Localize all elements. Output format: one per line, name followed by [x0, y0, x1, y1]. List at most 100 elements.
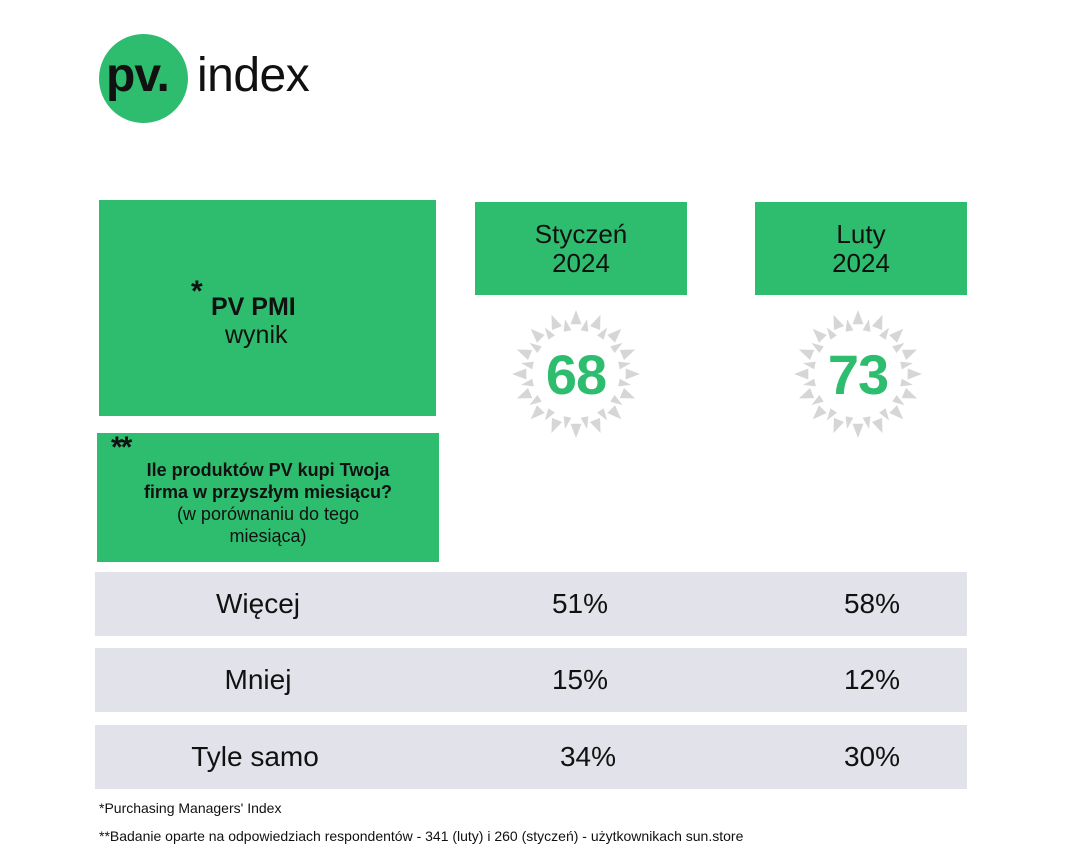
sunburst-ray: [521, 361, 534, 370]
footnote-pmi: *Purchasing Managers' Index: [99, 800, 282, 816]
value-february: 30%: [843, 741, 901, 772]
sunburst-ray: [516, 349, 533, 361]
sunburst-ray: [900, 361, 913, 370]
sunburst-ray: [862, 416, 871, 429]
sunburst-ray: [551, 314, 563, 331]
question-line-1: Ile produktów PV kupi Twoja: [146, 460, 390, 480]
sunburst-ray: [521, 378, 534, 387]
sunburst-ray: [833, 314, 845, 331]
sunburst-ray: [879, 408, 890, 421]
table-row: Więcej 51% 58%: [95, 572, 967, 636]
pmi-label-box: [99, 200, 436, 416]
sunburst-ray: [618, 378, 631, 387]
sunburst-ray: [625, 368, 640, 380]
table-row: Mniej 15% 12%: [95, 648, 967, 712]
sunburst-ray: [563, 319, 572, 332]
sunburst-ray: [811, 342, 824, 353]
sunburst-ray: [907, 368, 922, 380]
sunburst-ray: [580, 416, 589, 429]
sunburst-ray: [516, 387, 533, 399]
sunburst-icon: [794, 310, 922, 438]
sunburst-ray: [597, 408, 608, 421]
sunburst-ray: [580, 319, 589, 332]
sunburst-ray: [871, 417, 883, 434]
sunburst-ray: [544, 327, 555, 340]
question-asterisks: **: [111, 431, 132, 464]
sunburst-ray: [798, 349, 815, 361]
row-label: Więcej: [215, 588, 300, 619]
sunburst-ray: [812, 328, 827, 343]
pmi-asterisk: *: [191, 275, 203, 308]
sunburst-ray: [607, 328, 622, 343]
question-note-2: miesiąca): [229, 526, 307, 546]
score-value: 73: [827, 342, 889, 406]
sunburst-ray: [803, 361, 816, 370]
sunburst-ray: [607, 405, 622, 420]
sunburst-ray: [597, 327, 608, 340]
sunburst-ray: [845, 416, 854, 429]
sunburst-ray: [529, 395, 542, 406]
sunburst-ray: [619, 387, 636, 399]
value-january: 34%: [559, 741, 617, 772]
sunburst-ray: [798, 387, 815, 399]
month-header-january: Styczeń 2024: [475, 202, 687, 295]
sunburst-ray: [852, 423, 864, 438]
logo-prefix: pv.: [106, 49, 170, 102]
pmi-subtitle: wynik: [225, 321, 288, 349]
sunburst-ray: [833, 417, 845, 434]
score-badge-february: 73: [793, 309, 923, 439]
logo-suffix: index: [197, 49, 310, 102]
sunburst-ray: [551, 417, 563, 434]
question-text: Ile produktów PV kupi Twoja firma w przy…: [97, 459, 439, 547]
sunburst-ray: [892, 342, 905, 353]
sunburst-ray: [794, 368, 809, 380]
sunburst-icon: [512, 310, 640, 438]
score-value: 68: [545, 342, 607, 406]
value-february: 58%: [843, 588, 901, 619]
sunburst-ray: [811, 395, 824, 406]
row-label: Mniej: [224, 664, 292, 695]
month-header-february: Luty 2024: [755, 202, 967, 295]
sunburst-ray: [900, 378, 913, 387]
sunburst-ray: [589, 314, 601, 331]
sunburst-ray: [544, 408, 555, 421]
sunburst-ray: [845, 319, 854, 332]
month-name: Styczeń: [534, 218, 628, 249]
sunburst-ray: [901, 387, 918, 399]
sunburst-ray: [812, 405, 827, 420]
sunburst-ray: [570, 423, 582, 438]
sunburst-ray: [889, 328, 904, 343]
sunburst-ray: [879, 327, 890, 340]
sunburst-ray: [826, 408, 837, 421]
value-january: 51%: [551, 588, 609, 619]
question-box: [97, 433, 439, 562]
sunburst-ray: [570, 310, 582, 325]
logo-circle: [99, 34, 188, 123]
score-badge-january: 68: [511, 309, 641, 439]
sunburst-ray: [512, 368, 527, 380]
value-january: 15%: [551, 664, 609, 695]
question-note-1: (w porównaniu do tego: [176, 504, 360, 524]
sunburst-ray: [619, 349, 636, 361]
month-year: 2024: [832, 247, 890, 278]
sunburst-ray: [618, 361, 631, 370]
sunburst-ray: [529, 342, 542, 353]
row-label: Tyle samo: [191, 741, 319, 772]
month-year: 2024: [552, 247, 610, 278]
footnote-survey: **Badanie oparte na odpowiedziach respon…: [99, 828, 744, 844]
sunburst-ray: [889, 405, 904, 420]
sunburst-ray: [852, 310, 864, 325]
month-name: Luty: [836, 218, 886, 249]
pmi-title: PV PMI: [211, 293, 296, 321]
sunburst-ray: [901, 349, 918, 361]
sunburst-ray: [530, 405, 545, 420]
sunburst-ray: [610, 395, 623, 406]
sunburst-ray: [589, 417, 601, 434]
sunburst-ray: [871, 314, 883, 331]
value-february: 12%: [843, 664, 901, 695]
sunburst-ray: [892, 395, 905, 406]
table-row: Tyle samo 34% 30%: [95, 725, 967, 789]
sunburst-ray: [862, 319, 871, 332]
sunburst-ray: [563, 416, 572, 429]
sunburst-ray: [803, 378, 816, 387]
